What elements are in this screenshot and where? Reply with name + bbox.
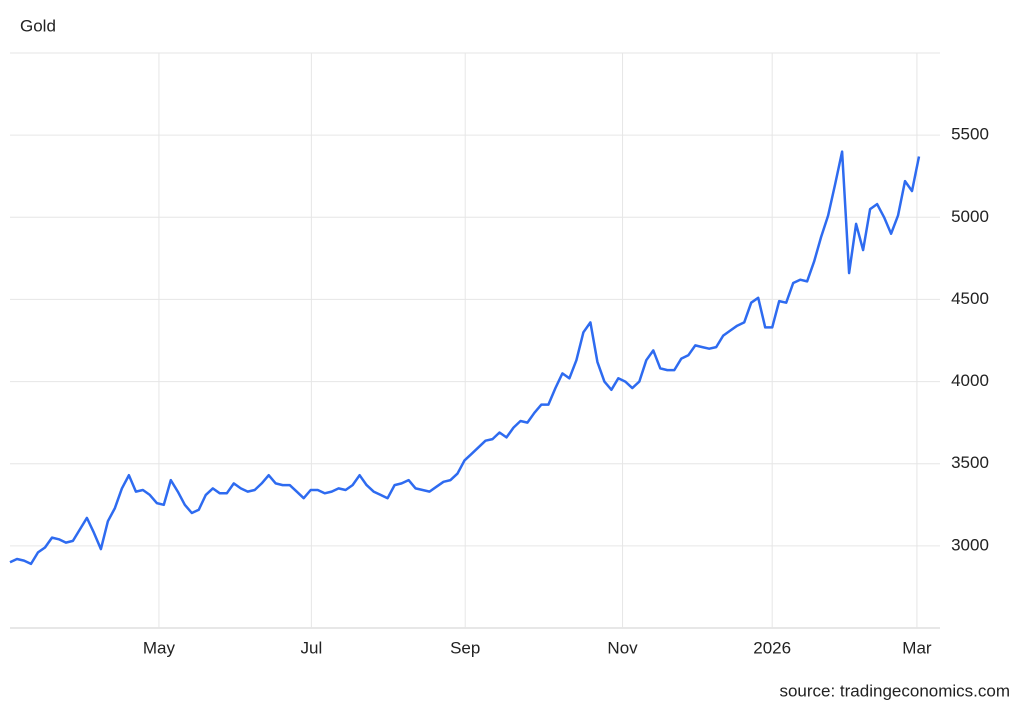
price-line (9, 150, 921, 566)
y-tick-label: 5000 (951, 207, 989, 226)
y-tick-label: 4500 (951, 289, 989, 308)
y-tick-label: 3000 (951, 535, 989, 554)
x-tick-label: 2026 (753, 638, 791, 657)
x-tick-label: Jul (301, 638, 323, 657)
y-tick-label: 4000 (951, 371, 989, 390)
y-tick-label: 3500 (951, 453, 989, 472)
y-tick-label: 5500 (951, 125, 989, 144)
chart-title: Gold (20, 16, 56, 35)
x-tick-label: Sep (450, 638, 480, 657)
x-tick-label: May (143, 638, 176, 657)
source-note: source: tradingeconomics.com (779, 681, 1010, 700)
x-tick-label: Mar (902, 638, 932, 657)
x-tick-label: Nov (607, 638, 638, 657)
